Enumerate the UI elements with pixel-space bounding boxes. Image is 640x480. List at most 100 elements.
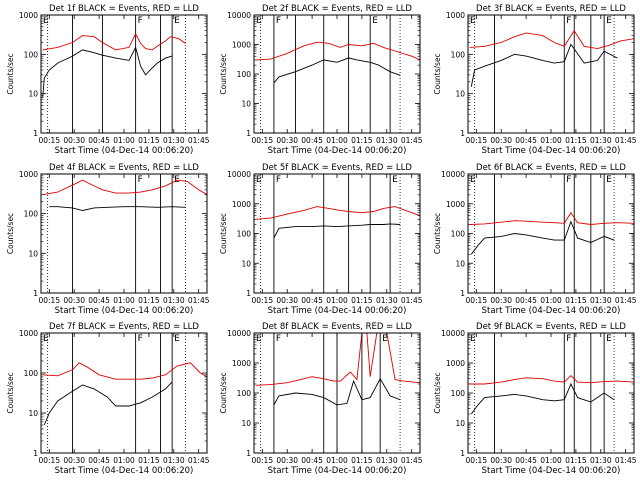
plot-frame bbox=[253, 173, 421, 294]
lld-series-line bbox=[469, 29, 635, 50]
x-tick-label: 00:30 bbox=[63, 296, 85, 305]
x-tick-label: 01:15 bbox=[138, 456, 160, 465]
x-axis-label: Start Time (04-Dec-14 00:06:20) bbox=[268, 146, 407, 156]
interval-marker: F bbox=[566, 16, 571, 26]
y-tick-label: 10 bbox=[455, 419, 465, 428]
y-tick-label: 1000 bbox=[232, 41, 251, 50]
y-tick-label: 1 bbox=[246, 449, 251, 458]
x-tick-label: 00:45 bbox=[515, 136, 537, 145]
plot-frame bbox=[40, 14, 208, 134]
interval-marker: E bbox=[392, 175, 398, 185]
x-tick-label: 01:30 bbox=[590, 136, 612, 145]
plot-frame bbox=[467, 14, 635, 134]
x-tick-label: 01:45 bbox=[615, 136, 637, 145]
lld-series-line bbox=[42, 362, 208, 380]
interval-marker: E bbox=[256, 175, 262, 185]
interval-marker: E bbox=[606, 175, 612, 185]
plot-frame bbox=[40, 332, 208, 454]
y-tick-label: 10 bbox=[28, 90, 38, 99]
y-tick-label: 100 bbox=[237, 70, 252, 79]
interval-marker: F bbox=[276, 334, 281, 344]
interval-marker: E bbox=[256, 334, 262, 344]
chart-title: Det 6f BLACK = Events, RED = LLD bbox=[476, 163, 626, 173]
lld-series-line bbox=[469, 374, 635, 385]
y-tick-label: 10 bbox=[455, 90, 465, 99]
x-axis-label: Start Time (04-Dec-14 00:06:20) bbox=[482, 146, 621, 156]
x-tick-label: 01:30 bbox=[163, 136, 185, 145]
x-tick-label: 00:30 bbox=[490, 456, 512, 465]
x-tick-label: 01:00 bbox=[326, 296, 348, 305]
chart-title: Det 1f BLACK = Events, RED = LLD bbox=[49, 4, 199, 14]
x-axis-label: Start Time (04-Dec-14 00:06:20) bbox=[268, 466, 407, 476]
interval-marker: E bbox=[43, 16, 49, 26]
y-tick-label: 100 bbox=[237, 230, 252, 239]
y-tick-label: 10000 bbox=[441, 170, 465, 179]
x-axis-label: Start Time (04-Dec-14 00:06:20) bbox=[482, 466, 621, 476]
interval-marker: F bbox=[566, 334, 571, 344]
interval-marker: F bbox=[138, 16, 143, 26]
y-tick-label: 1000 bbox=[19, 11, 38, 20]
plot-frame bbox=[253, 14, 421, 134]
x-tick-label: 01:00 bbox=[326, 456, 348, 465]
x-tick-label: 00:15 bbox=[251, 296, 273, 305]
x-tick-label: 00:30 bbox=[276, 456, 298, 465]
x-tick-label: 00:15 bbox=[465, 456, 487, 465]
interval-marker: F bbox=[138, 175, 143, 185]
y-tick-label: 10 bbox=[28, 249, 38, 258]
lld-series-line bbox=[42, 32, 186, 51]
x-tick-label: 00:15 bbox=[251, 456, 273, 465]
x-tick-label: 01:15 bbox=[565, 456, 587, 465]
interval-marker: E bbox=[174, 334, 180, 344]
x-tick-label: 00:15 bbox=[38, 456, 60, 465]
y-tick-label: 1000 bbox=[446, 11, 465, 20]
y-tick-label: 1000 bbox=[19, 170, 38, 179]
y-tick-label: 10000 bbox=[441, 329, 465, 338]
x-tick-label: 01:15 bbox=[565, 136, 587, 145]
x-axis-label: Start Time (04-Dec-14 00:06:20) bbox=[482, 306, 621, 316]
interval-marker: E bbox=[256, 16, 262, 26]
lld-series-line bbox=[255, 41, 421, 61]
y-axis-label: Counts/sec bbox=[219, 53, 228, 94]
x-tick-label: 00:30 bbox=[490, 296, 512, 305]
x-tick-label: 01:15 bbox=[351, 456, 373, 465]
y-tick-label: 100 bbox=[451, 389, 466, 398]
x-tick-label: 00:15 bbox=[251, 136, 273, 145]
y-tick-label: 1000 bbox=[446, 200, 465, 209]
interval-marker: E bbox=[606, 16, 612, 26]
interval-marker: E bbox=[470, 334, 476, 344]
events-series-line bbox=[273, 57, 401, 84]
events-series-line bbox=[470, 43, 618, 87]
x-tick-label: 01:45 bbox=[615, 456, 637, 465]
y-tick-label: 1000 bbox=[446, 359, 465, 368]
y-tick-label: 1 bbox=[460, 129, 465, 138]
plot-frame bbox=[467, 173, 635, 294]
plot-frame bbox=[40, 173, 208, 294]
interval-marker: E bbox=[372, 16, 378, 26]
interval-marker: E bbox=[43, 334, 49, 344]
y-axis-label: Counts/sec bbox=[433, 213, 442, 254]
x-tick-label: 00:45 bbox=[301, 296, 323, 305]
x-tick-label: 01:00 bbox=[113, 456, 135, 465]
x-tick-label: 00:45 bbox=[88, 136, 110, 145]
interval-marker: F bbox=[138, 334, 143, 344]
x-tick-label: 01:45 bbox=[188, 136, 210, 145]
chart-title: Det 4f BLACK = Events, RED = LLD bbox=[49, 163, 199, 173]
interval-marker: E bbox=[174, 16, 180, 26]
x-tick-label: 00:30 bbox=[63, 456, 85, 465]
x-tick-label: 01:00 bbox=[113, 136, 135, 145]
interval-marker: F bbox=[276, 175, 281, 185]
x-tick-label: 00:15 bbox=[465, 136, 487, 145]
x-tick-label: 01:00 bbox=[540, 136, 562, 145]
y-tick-label: 100 bbox=[451, 230, 466, 239]
x-tick-label: 00:45 bbox=[88, 456, 110, 465]
x-tick-label: 00:15 bbox=[465, 296, 487, 305]
interval-marker: E bbox=[470, 175, 476, 185]
interval-marker: F bbox=[276, 16, 281, 26]
y-tick-label: 100 bbox=[24, 369, 39, 378]
